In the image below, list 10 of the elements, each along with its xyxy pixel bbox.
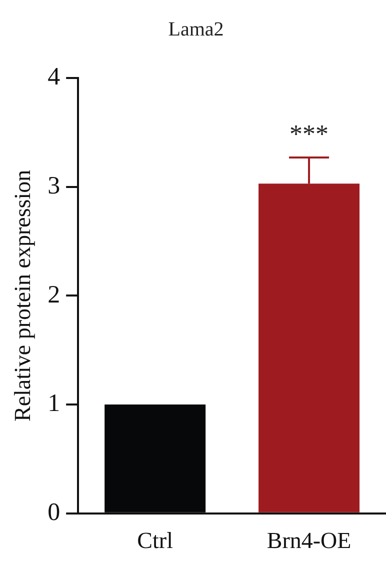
chart-title: Lama2: [168, 18, 224, 40]
x-tick-label: Ctrl: [137, 528, 173, 554]
y-tick-label: 1: [48, 390, 60, 418]
x-tick-label: Brn4-OE: [266, 528, 352, 554]
y-tick-label: 4: [48, 64, 61, 91]
y-tick-label: 2: [48, 281, 60, 308]
y-tick-label: 0: [48, 498, 60, 526]
annotation: ***: [290, 119, 329, 148]
y-tick-label: 3: [48, 172, 60, 200]
y-axis-title: Relative protein expression: [10, 169, 35, 422]
